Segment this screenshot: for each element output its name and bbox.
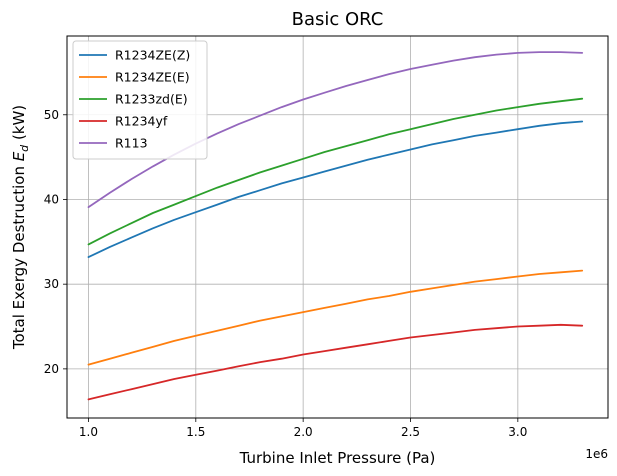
x-tick-label: 2.5 bbox=[401, 425, 420, 439]
y-axis-title-variable: E bbox=[10, 151, 28, 161]
y-tick-label: 40 bbox=[44, 192, 59, 206]
y-tick-label: 30 bbox=[44, 277, 59, 291]
legend-label-4: R113 bbox=[115, 136, 148, 151]
x-axis-offset-label: 1e6 bbox=[585, 447, 608, 461]
legend: R1234ZE(Z) R1234ZE(E) R1233zd(E) R1234yf R11… bbox=[72, 40, 208, 160]
legend-box bbox=[72, 40, 208, 160]
y-axis-title-prefix: Total Exergy Destruction bbox=[10, 161, 28, 350]
legend-label-3: R1234yf bbox=[115, 114, 168, 129]
x-tick-label: 2.0 bbox=[294, 425, 313, 439]
y-axis-title: Total Exergy Destruction Ed (kW) bbox=[10, 105, 31, 350]
series-line-0 bbox=[87, 120, 584, 259]
series-line-3 bbox=[87, 323, 584, 401]
x-tick-label: 3.0 bbox=[508, 425, 527, 439]
y-tick-label: 20 bbox=[44, 362, 59, 376]
x-tick-label: 1.5 bbox=[186, 425, 205, 439]
plot-frame bbox=[66, 35, 609, 419]
legend-label-0: R1234ZE(Z) bbox=[115, 48, 190, 63]
chart-title: Basic ORC bbox=[292, 9, 384, 30]
legend-label-2: R1233zd(E) bbox=[115, 92, 188, 107]
series-line-1 bbox=[87, 269, 584, 366]
x-axis-title: Turbine Inlet Pressure (Pa) bbox=[239, 449, 436, 467]
y-axis-title-subscript: d bbox=[18, 144, 31, 152]
ticks-layer: 1.0 1.5 2.0 2.5 3.0 20 30 40 50 bbox=[44, 108, 528, 439]
legend-label-1: R1234ZE(E) bbox=[115, 70, 190, 85]
y-axis-title-suffix: (kW) bbox=[10, 105, 28, 145]
y-tick-label: 50 bbox=[44, 108, 59, 122]
series-line-2 bbox=[87, 97, 584, 246]
x-tick-label: 1.0 bbox=[79, 425, 98, 439]
